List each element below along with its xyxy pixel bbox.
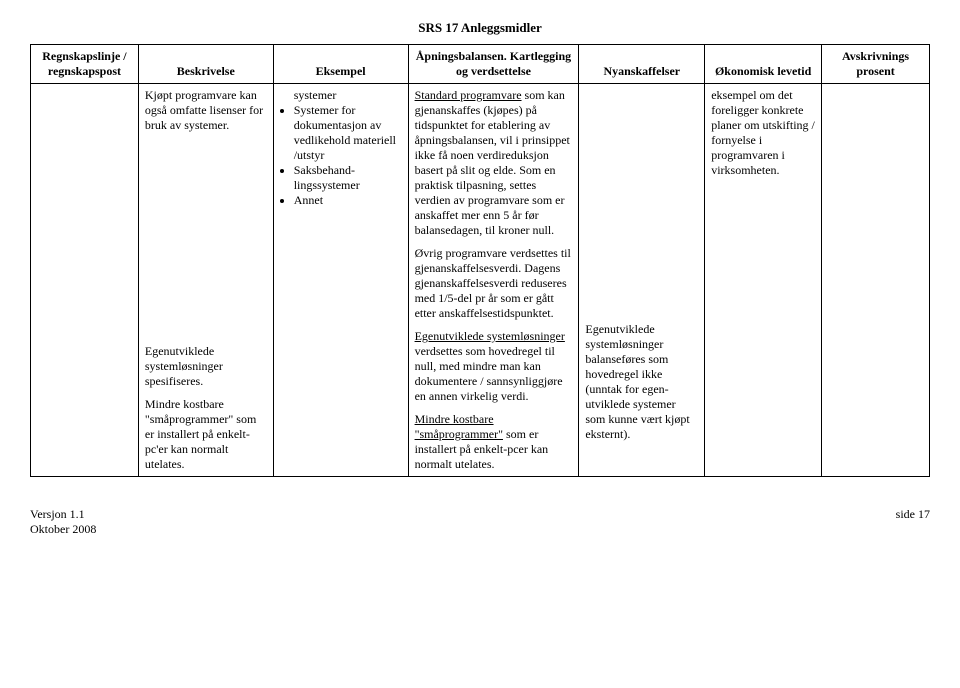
eksempel-item: Annet: [294, 193, 402, 208]
cell-beskrivelse-2: Egenutviklede systemløsninger spesifiser…: [138, 242, 273, 477]
standard-programvare-label: Standard programvare: [415, 88, 522, 102]
apnings-p3: Mindre kostbare "småprogrammer" som er i…: [415, 412, 573, 472]
document-title: SRS 17 Anleggsmidler: [30, 20, 930, 36]
cell-nyanskaffelser-1: [579, 84, 705, 243]
cell-nyanskaffelser-2: Egenutviklede systemløsninger balansefør…: [579, 242, 705, 477]
page-footer: Versjon 1.1 Oktober 2008 side 17: [30, 507, 930, 537]
header-avskrivnings: Avskrivnings prosent: [822, 45, 930, 84]
cell-avskrivnings-2: [822, 242, 930, 477]
beskrivelse-p1: Egenutviklede systemløsninger spesifiser…: [145, 344, 267, 389]
cell-eksempel-2: [273, 242, 408, 477]
cell-okonomisk-1: eksempel om det foreligger konkrete plan…: [705, 84, 822, 243]
footer-date: Oktober 2008: [30, 522, 96, 537]
header-nyanskaffelser: Nyanskaffelser: [579, 45, 705, 84]
cell-apningsbalansen-2: Øvrig programvare verdsettes til gjenans…: [408, 242, 579, 477]
beskrivelse-p2: Mindre kostbare "småprogrammer" som er i…: [145, 397, 267, 472]
smaprogrammer-label: Mindre kostbare "småprogrammer": [415, 412, 503, 441]
egenutviklede-text: verdsettes som hovedregel til null, med …: [415, 344, 563, 403]
footer-page-number: side 17: [896, 507, 930, 537]
cell-regnskapslinje-1: [31, 84, 139, 243]
eksempel-item: Systemer for dokumentasjon av vedlikehol…: [294, 103, 402, 163]
cell-avskrivnings-1: [822, 84, 930, 243]
nyanskaffelser-text: Egenutviklede systemløsninger balansefør…: [585, 322, 689, 441]
table-row: Egenutviklede systemløsninger spesifiser…: [31, 242, 930, 477]
header-okonomisk: Økonomisk levetid: [705, 45, 822, 84]
table-row: Kjøpt programvare kan også omfatte lisen…: [31, 84, 930, 243]
main-table: Regnskapslinje / regnskapspost Beskrivel…: [30, 44, 930, 477]
apnings-p2: Egenutviklede systemløsninger verdsettes…: [415, 329, 573, 404]
header-regnskapslinje: Regnskapslinje / regnskapspost: [31, 45, 139, 84]
eksempel-list: Systemer for dokumentasjon av vedlikehol…: [280, 103, 402, 208]
cell-okonomisk-2: [705, 242, 822, 477]
apnings-p1: Øvrig programvare verdsettes til gjenans…: [415, 246, 573, 321]
header-beskrivelse: Beskrivelse: [138, 45, 273, 84]
standard-programvare-text: som kan gjenanskaffes (kjøpes) på tidspu…: [415, 88, 570, 237]
cell-beskrivelse-1: Kjøpt programvare kan også omfatte lisen…: [138, 84, 273, 243]
table-header-row: Regnskapslinje / regnskapspost Beskrivel…: [31, 45, 930, 84]
header-eksempel: Eksempel: [273, 45, 408, 84]
egenutviklede-label: Egenutviklede systemløsninger: [415, 329, 565, 343]
footer-left: Versjon 1.1 Oktober 2008: [30, 507, 96, 537]
header-apningsbalansen: Åpningsbalansen. Kartlegging og verdsett…: [408, 45, 579, 84]
footer-version: Versjon 1.1: [30, 507, 96, 522]
eksempel-item: Saksbehand-lingssystemer: [294, 163, 402, 193]
cell-eksempel-1: systemer Systemer for dokumentasjon av v…: [273, 84, 408, 243]
cell-apningsbalansen-1: Standard programvare som kan gjenanskaff…: [408, 84, 579, 243]
cell-regnskapslinje-2: [31, 242, 139, 477]
eksempel-pretext: systemer: [280, 88, 402, 103]
